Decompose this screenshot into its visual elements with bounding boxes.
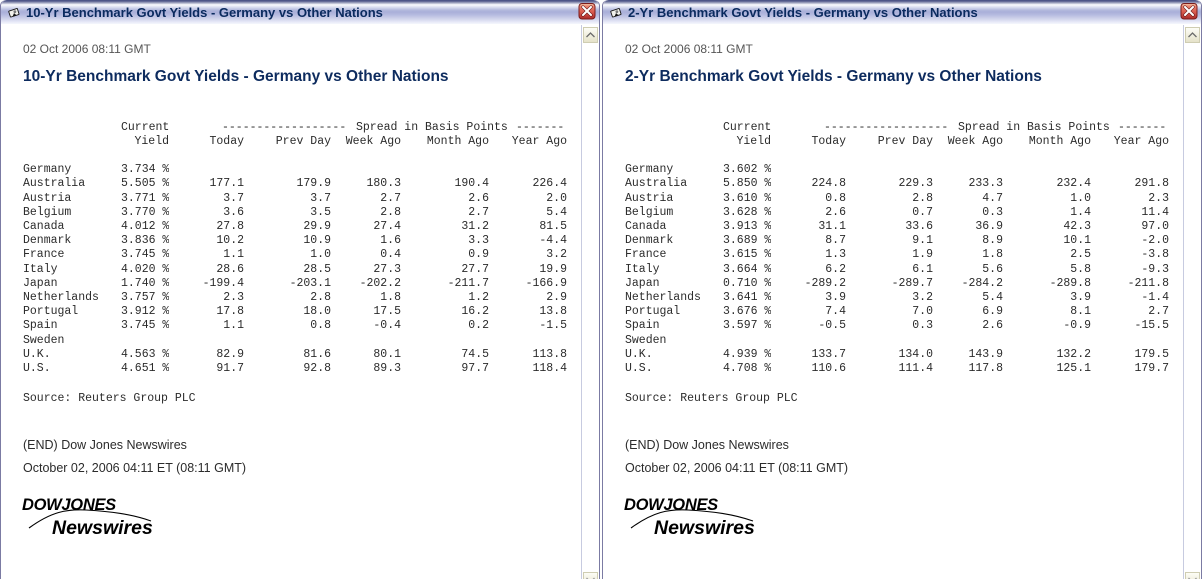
svg-text:Newswires: Newswires <box>654 517 755 539</box>
svg-text:Newswires: Newswires <box>52 517 153 539</box>
